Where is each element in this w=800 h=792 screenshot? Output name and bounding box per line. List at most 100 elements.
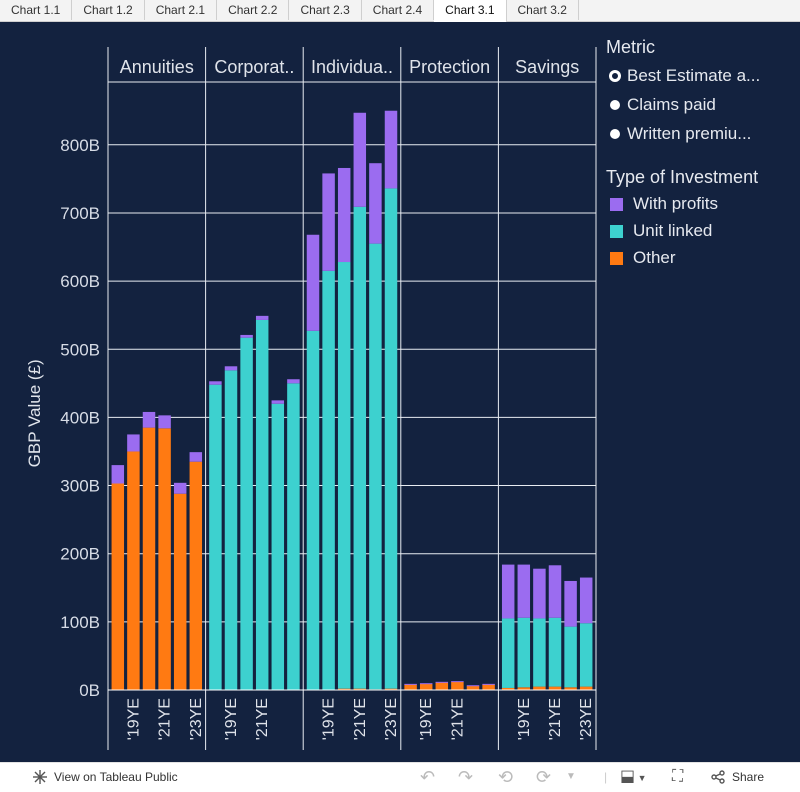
legend-item[interactable]: Other <box>610 248 676 268</box>
bar-unit-linked[interactable] <box>322 270 335 690</box>
y-tick-label: 400B <box>60 408 100 427</box>
bar-with-profits[interactable] <box>240 334 253 338</box>
bar-with-profits[interactable] <box>579 577 593 624</box>
bar-other[interactable] <box>548 686 562 690</box>
bar-unit-linked[interactable] <box>224 370 238 690</box>
bar-other[interactable] <box>384 688 398 690</box>
y-tick-label: 0B <box>79 681 100 700</box>
bar-with-profits[interactable] <box>517 564 531 618</box>
bar-other[interactable] <box>419 683 433 690</box>
bar-other[interactable] <box>517 687 531 690</box>
bar-with-profits[interactable] <box>564 580 577 627</box>
bar-unit-linked[interactable] <box>517 617 531 688</box>
bar-other[interactable] <box>173 493 187 690</box>
bar-with-profits[interactable] <box>384 110 398 189</box>
bar-other[interactable] <box>189 461 203 690</box>
bar-other[interactable] <box>466 685 480 690</box>
tab-chart-1-1[interactable]: Chart 1.1 <box>0 0 73 20</box>
bar-with-profits[interactable] <box>158 415 171 429</box>
bar-with-profits[interactable] <box>306 234 320 331</box>
bar-unit-linked[interactable] <box>240 337 253 690</box>
legend-item[interactable]: With profits <box>610 194 718 214</box>
bar-with-profits[interactable] <box>224 366 238 371</box>
legend-item[interactable]: Unit linked <box>610 221 712 241</box>
bar-unit-linked[interactable] <box>564 626 577 688</box>
metric-option[interactable]: Best Estimate a... <box>610 66 760 86</box>
bar-unit-linked[interactable] <box>533 618 546 687</box>
bar-with-profits[interactable] <box>271 400 285 404</box>
bar-other[interactable] <box>337 688 351 690</box>
bar-with-profits[interactable] <box>548 565 562 618</box>
revert-icon[interactable]: ⟲ <box>498 767 514 787</box>
bar-with-profits[interactable] <box>322 173 335 271</box>
share-button[interactable]: Share <box>710 763 764 791</box>
legend-label: Unit linked <box>633 221 713 240</box>
bar-with-profits[interactable] <box>287 379 300 384</box>
bar-with-profits[interactable] <box>451 681 464 683</box>
legend-swatch <box>610 224 623 238</box>
bar-unit-linked[interactable] <box>287 383 300 690</box>
bar-unit-linked[interactable] <box>369 243 382 690</box>
bar-other[interactable] <box>353 688 367 690</box>
bar-unit-linked[interactable] <box>306 330 320 690</box>
bar-unit-linked[interactable] <box>384 188 398 689</box>
bar-other[interactable] <box>451 681 464 690</box>
redo-icon[interactable]: ↷ <box>458 767 474 787</box>
bar-with-profits[interactable] <box>435 681 449 683</box>
bar-other[interactable] <box>501 687 515 690</box>
bar-with-profits[interactable] <box>419 683 433 685</box>
bar-with-profits[interactable] <box>466 685 480 687</box>
bar-unit-linked[interactable] <box>579 623 593 687</box>
bar-other[interactable] <box>158 428 171 690</box>
view-on-tableau-link[interactable]: View on Tableau Public <box>32 763 178 791</box>
pause-dropdown-icon[interactable]: ▼ <box>566 771 576 782</box>
bar-unit-linked[interactable] <box>501 618 515 688</box>
bar-with-profits[interactable] <box>173 482 187 494</box>
bar-with-profits[interactable] <box>189 452 203 462</box>
bar-unit-linked[interactable] <box>209 384 222 690</box>
undo-icon[interactable]: ↶ <box>420 767 436 787</box>
tab-chart-2-4[interactable]: Chart 2.4 <box>362 0 435 20</box>
bar-with-profits[interactable] <box>142 411 156 428</box>
metric-option[interactable]: Claims paid <box>610 95 716 115</box>
bar-other[interactable] <box>564 687 577 690</box>
bar-with-profits[interactable] <box>209 381 222 385</box>
tab-chart-1-2[interactable]: Chart 1.2 <box>72 0 145 20</box>
tab-chart-3-1[interactable]: Chart 3.1 <box>434 0 507 22</box>
bar-with-profits[interactable] <box>404 683 417 685</box>
metric-option[interactable]: Written premiu... <box>610 124 751 144</box>
bar-with-profits[interactable] <box>337 167 351 263</box>
bar-with-profits[interactable] <box>127 434 140 452</box>
bar-other[interactable] <box>111 483 125 690</box>
tab-chart-2-3[interactable]: Chart 2.3 <box>289 0 362 20</box>
bar-with-profits[interactable] <box>482 683 495 685</box>
bar-other[interactable] <box>142 427 156 690</box>
bar-other[interactable] <box>435 682 449 690</box>
refresh-icon[interactable]: ⟳ <box>536 767 552 787</box>
bar-with-profits[interactable] <box>353 112 367 207</box>
bar-with-profits[interactable] <box>255 315 269 320</box>
x-tick-label: '19YE <box>516 698 533 740</box>
bar-other[interactable] <box>404 684 417 690</box>
radio-icon[interactable] <box>610 71 620 81</box>
bar-with-profits[interactable] <box>111 465 125 484</box>
bar-unit-linked[interactable] <box>548 617 562 687</box>
tab-chart-2-1[interactable]: Chart 2.1 <box>145 0 218 20</box>
bar-other[interactable] <box>482 684 495 690</box>
radio-icon[interactable] <box>610 129 620 139</box>
tab-chart-2-2[interactable]: Chart 2.2 <box>217 0 290 20</box>
bar-unit-linked[interactable] <box>255 319 269 690</box>
radio-icon[interactable] <box>610 100 620 110</box>
bar-unit-linked[interactable] <box>337 262 351 689</box>
bar-with-profits[interactable] <box>533 568 546 619</box>
bar-with-profits[interactable] <box>501 564 515 619</box>
bar-unit-linked[interactable] <box>271 403 285 690</box>
bar-unit-linked[interactable] <box>353 206 367 689</box>
fullscreen-icon[interactable]: ⛶ <box>672 768 684 785</box>
bar-other[interactable] <box>533 686 546 690</box>
bar-with-profits[interactable] <box>369 163 382 244</box>
tab-chart-3-2[interactable]: Chart 3.2 <box>507 0 579 20</box>
bar-other[interactable] <box>579 686 593 690</box>
download-icon[interactable]: ⬓ ▼ <box>620 768 647 785</box>
bar-other[interactable] <box>127 451 140 690</box>
